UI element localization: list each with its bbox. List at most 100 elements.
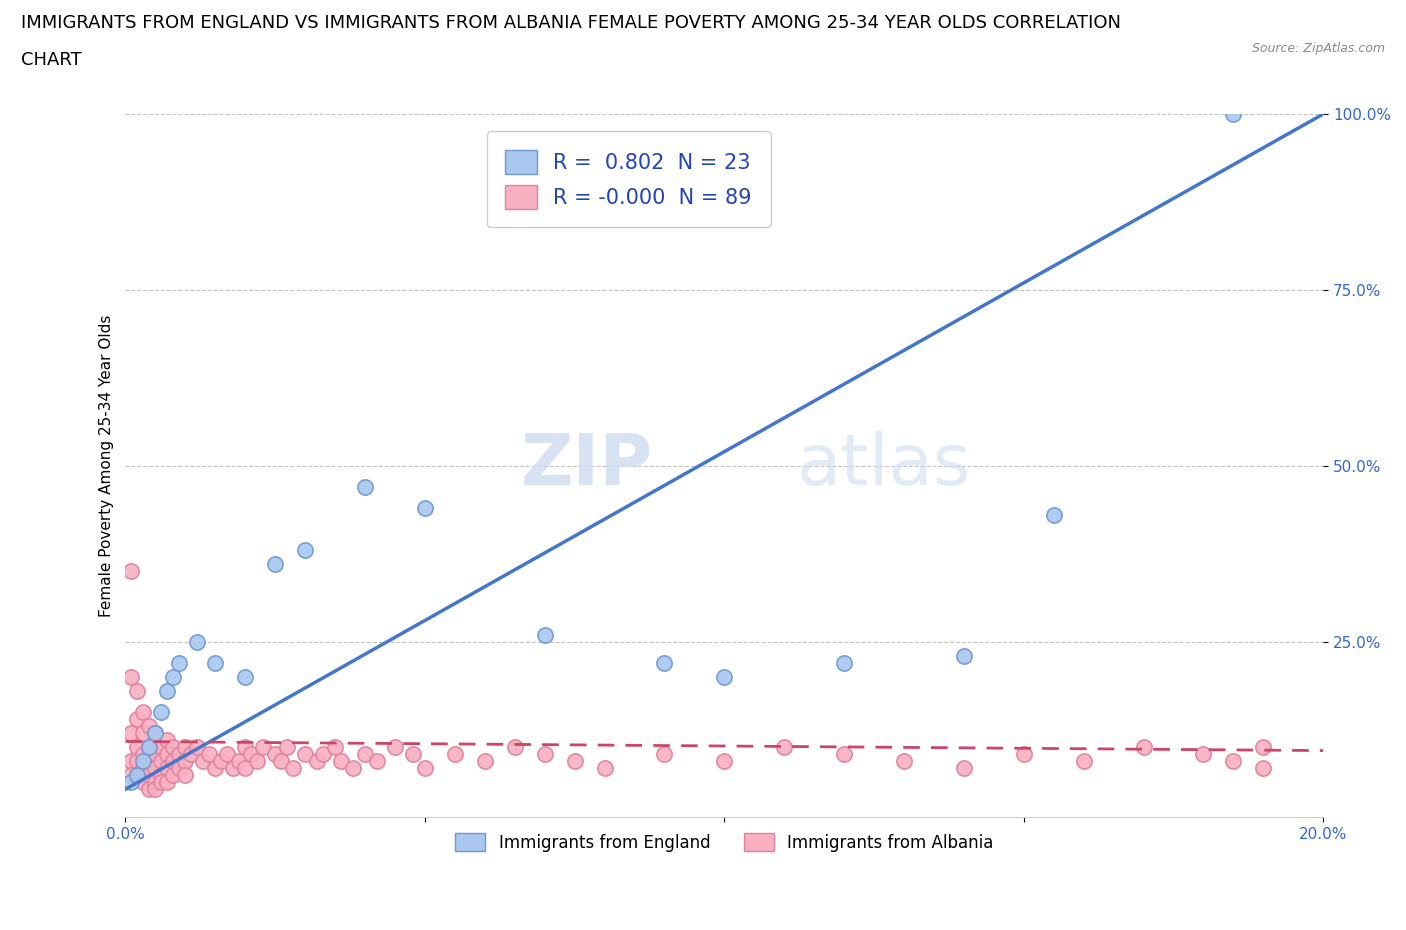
Point	[209, 753, 232, 768]
Point	[156, 775, 179, 790]
Point	[654, 747, 676, 762]
Point	[162, 753, 184, 768]
Point	[832, 747, 855, 762]
Point	[953, 761, 976, 776]
Point	[138, 768, 160, 783]
Point	[138, 782, 160, 797]
Point	[174, 753, 197, 768]
Point	[145, 725, 167, 740]
Point	[233, 739, 256, 754]
Point	[156, 747, 179, 762]
Point	[150, 753, 173, 768]
Point	[150, 768, 173, 783]
Point	[198, 747, 221, 762]
Point	[127, 768, 149, 783]
Point	[1222, 107, 1244, 122]
Point	[186, 739, 208, 754]
Point	[402, 747, 425, 762]
Point	[276, 739, 298, 754]
Text: ZIP: ZIP	[520, 432, 652, 500]
Point	[413, 500, 436, 515]
Point	[1192, 747, 1215, 762]
Point	[654, 656, 676, 671]
Point	[832, 656, 855, 671]
Point	[127, 739, 149, 754]
Point	[120, 775, 142, 790]
Point	[127, 711, 149, 726]
Y-axis label: Female Poverty Among 25-34 Year Olds: Female Poverty Among 25-34 Year Olds	[100, 314, 114, 617]
Point	[132, 704, 155, 719]
Point	[240, 747, 263, 762]
Point	[246, 753, 269, 768]
Point	[204, 761, 226, 776]
Point	[186, 634, 208, 649]
Point	[264, 557, 287, 572]
Point	[145, 775, 167, 790]
Point	[384, 739, 406, 754]
Point	[138, 739, 160, 754]
Point	[162, 670, 184, 684]
Point	[222, 761, 245, 776]
Point	[1042, 508, 1064, 523]
Point	[138, 753, 160, 768]
Point	[533, 627, 555, 642]
Point	[252, 739, 274, 754]
Point	[169, 747, 191, 762]
Point	[162, 768, 184, 783]
Point	[132, 761, 155, 776]
Point	[156, 761, 179, 776]
Point	[533, 747, 555, 762]
Point	[156, 733, 179, 748]
Point	[323, 739, 346, 754]
Point	[145, 761, 167, 776]
Point	[564, 753, 586, 768]
Text: Source: ZipAtlas.com: Source: ZipAtlas.com	[1251, 42, 1385, 55]
Point	[132, 753, 155, 768]
Point	[713, 753, 735, 768]
Point	[120, 564, 142, 578]
Point	[127, 768, 149, 783]
Point	[174, 739, 197, 754]
Point	[307, 753, 329, 768]
Point	[127, 684, 149, 698]
Point	[120, 753, 142, 768]
Point	[138, 719, 160, 734]
Point	[366, 753, 388, 768]
Point	[120, 670, 142, 684]
Point	[150, 739, 173, 754]
Point	[132, 775, 155, 790]
Point	[1073, 753, 1095, 768]
Point	[330, 753, 353, 768]
Point	[120, 768, 142, 783]
Point	[1253, 739, 1275, 754]
Point	[354, 479, 377, 494]
Point	[1012, 747, 1035, 762]
Point	[180, 747, 202, 762]
Point	[169, 656, 191, 671]
Point	[156, 684, 179, 698]
Point	[354, 747, 377, 762]
Point	[169, 761, 191, 776]
Point	[444, 747, 467, 762]
Text: CHART: CHART	[21, 51, 82, 69]
Point	[132, 747, 155, 762]
Point	[270, 753, 292, 768]
Point	[204, 656, 226, 671]
Point	[342, 761, 364, 776]
Point	[893, 753, 915, 768]
Point	[217, 747, 239, 762]
Point	[474, 753, 496, 768]
Point	[713, 670, 735, 684]
Point	[264, 747, 287, 762]
Point	[312, 747, 335, 762]
Point	[120, 725, 142, 740]
Point	[294, 747, 316, 762]
Point	[138, 739, 160, 754]
Point	[150, 704, 173, 719]
Point	[145, 747, 167, 762]
Text: IMMIGRANTS FROM ENGLAND VS IMMIGRANTS FROM ALBANIA FEMALE POVERTY AMONG 25-34 YE: IMMIGRANTS FROM ENGLAND VS IMMIGRANTS FR…	[21, 14, 1121, 32]
Point	[145, 725, 167, 740]
Point	[233, 670, 256, 684]
Text: atlas: atlas	[796, 432, 970, 500]
Point	[283, 761, 305, 776]
